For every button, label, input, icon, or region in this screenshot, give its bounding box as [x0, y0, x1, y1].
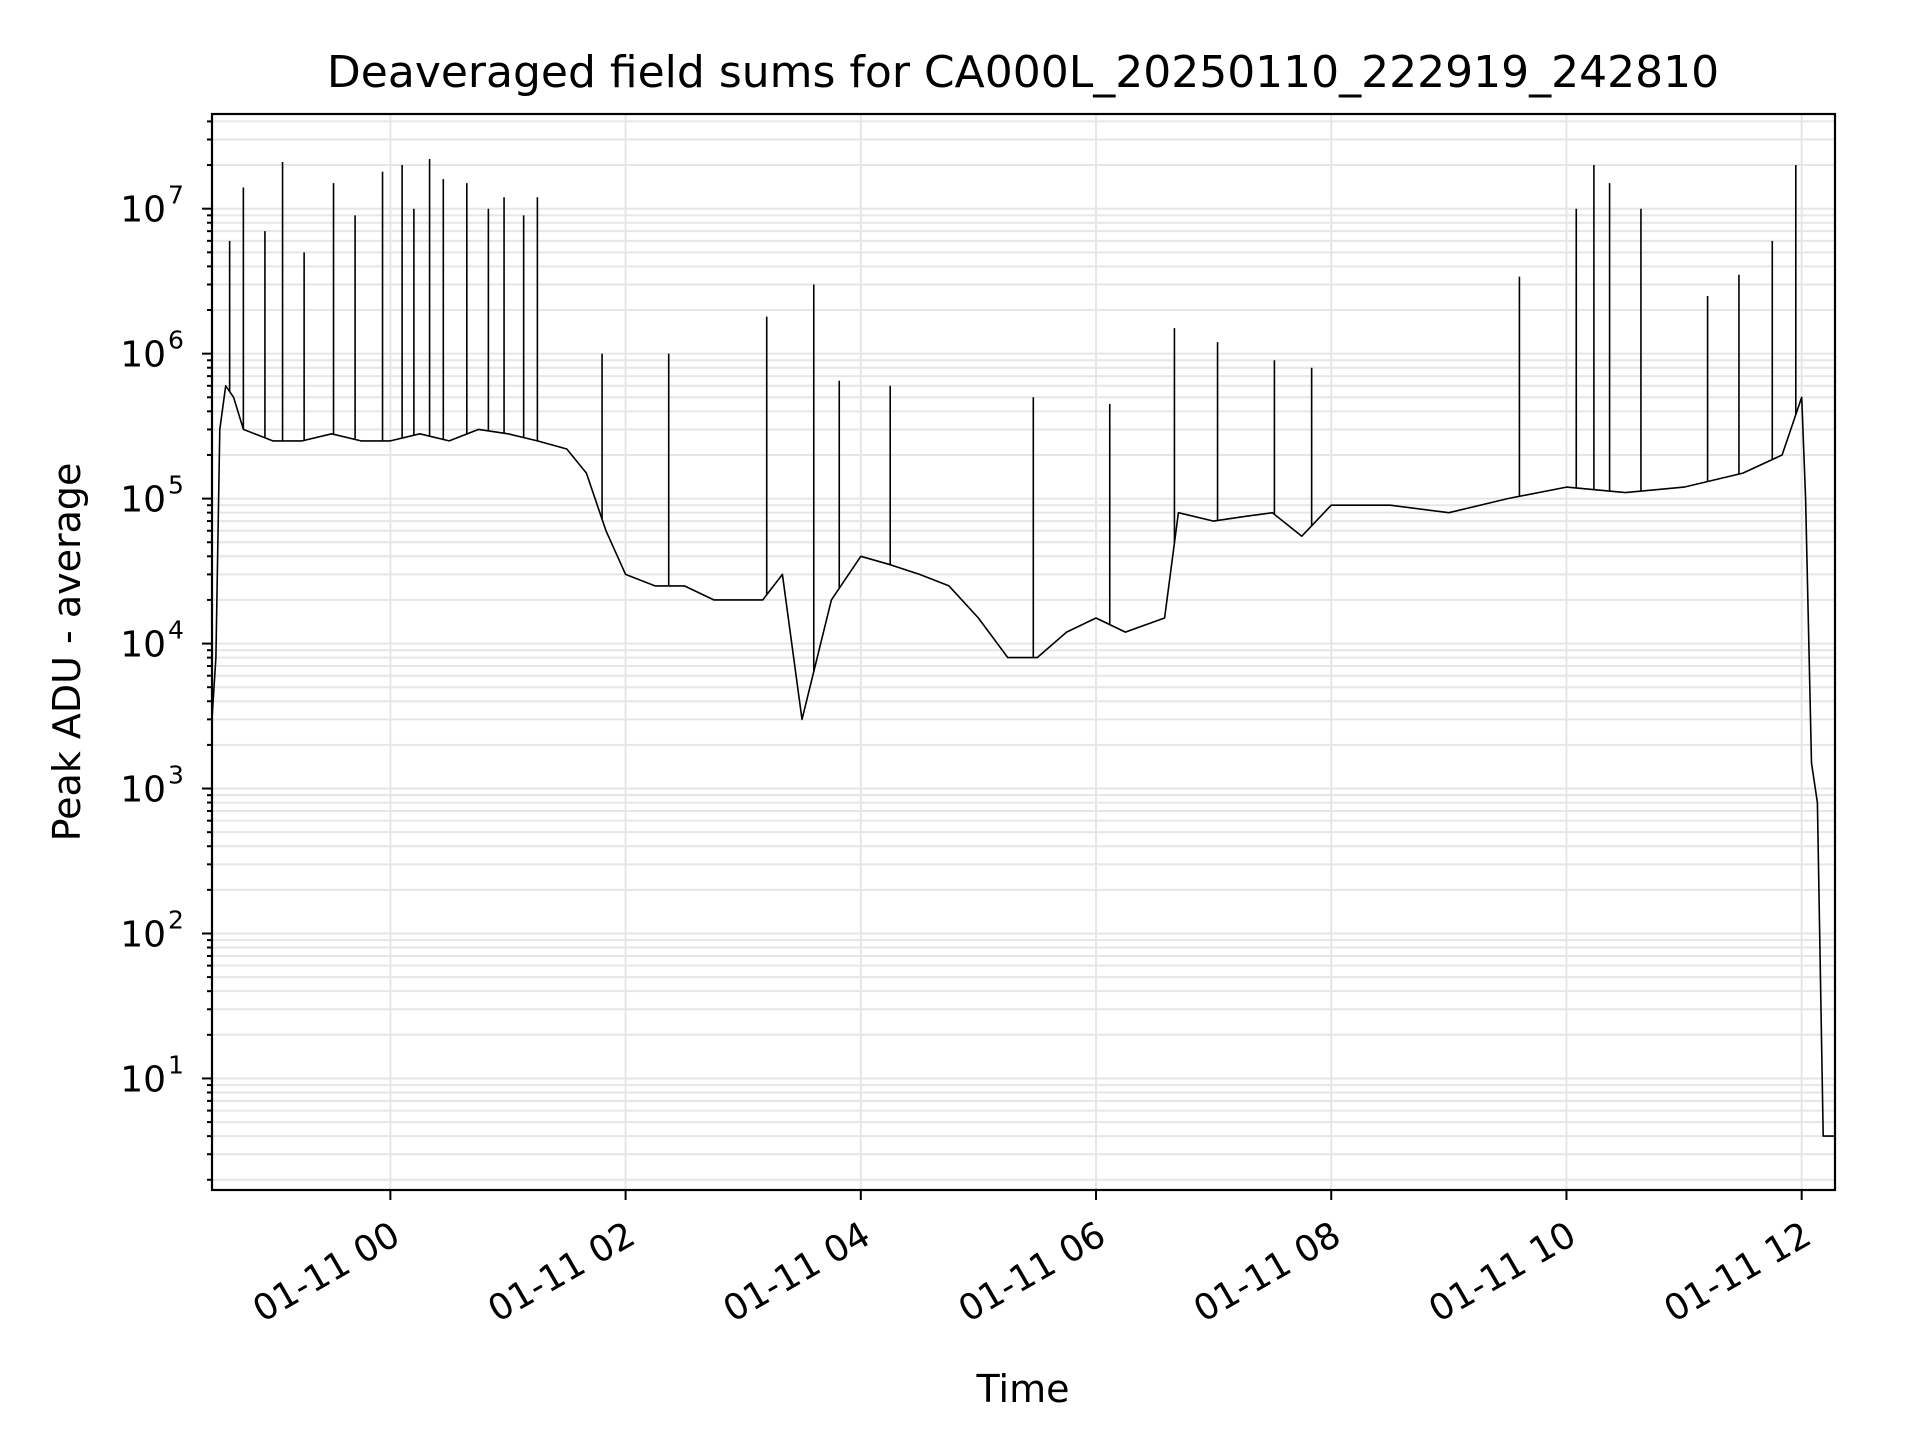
- y-tick-label: 10: [120, 1059, 166, 1100]
- series-layer: [211, 159, 1835, 1137]
- y-tick-exponent: 6: [168, 326, 184, 355]
- y-tick-label: 10: [120, 770, 166, 811]
- y-tick-exponent: 1: [168, 1050, 184, 1079]
- y-tick-exponent: 5: [168, 471, 184, 500]
- y-tick-exponent: 7: [168, 181, 184, 210]
- y-tick-exponent: 2: [168, 905, 184, 934]
- y-tick-label: 10: [120, 625, 166, 666]
- y-tick-label: 10: [120, 914, 166, 955]
- plot-frame: [210, 112, 1837, 1192]
- x-axis-label: Time: [976, 1367, 1070, 1411]
- y-tick-label: 10: [120, 190, 166, 231]
- grid: [212, 114, 1835, 1190]
- chart-title: Deaveraged field sums for CA000L_2025011…: [327, 47, 1719, 98]
- y-tick-exponent: 3: [168, 761, 184, 790]
- series-line: [211, 384, 1835, 1137]
- y-tick-label: 10: [120, 480, 166, 521]
- y-tick-exponent: 4: [168, 616, 184, 645]
- y-axis-label: Peak ADU - average: [45, 463, 89, 842]
- y-tick-label: 10: [120, 335, 166, 376]
